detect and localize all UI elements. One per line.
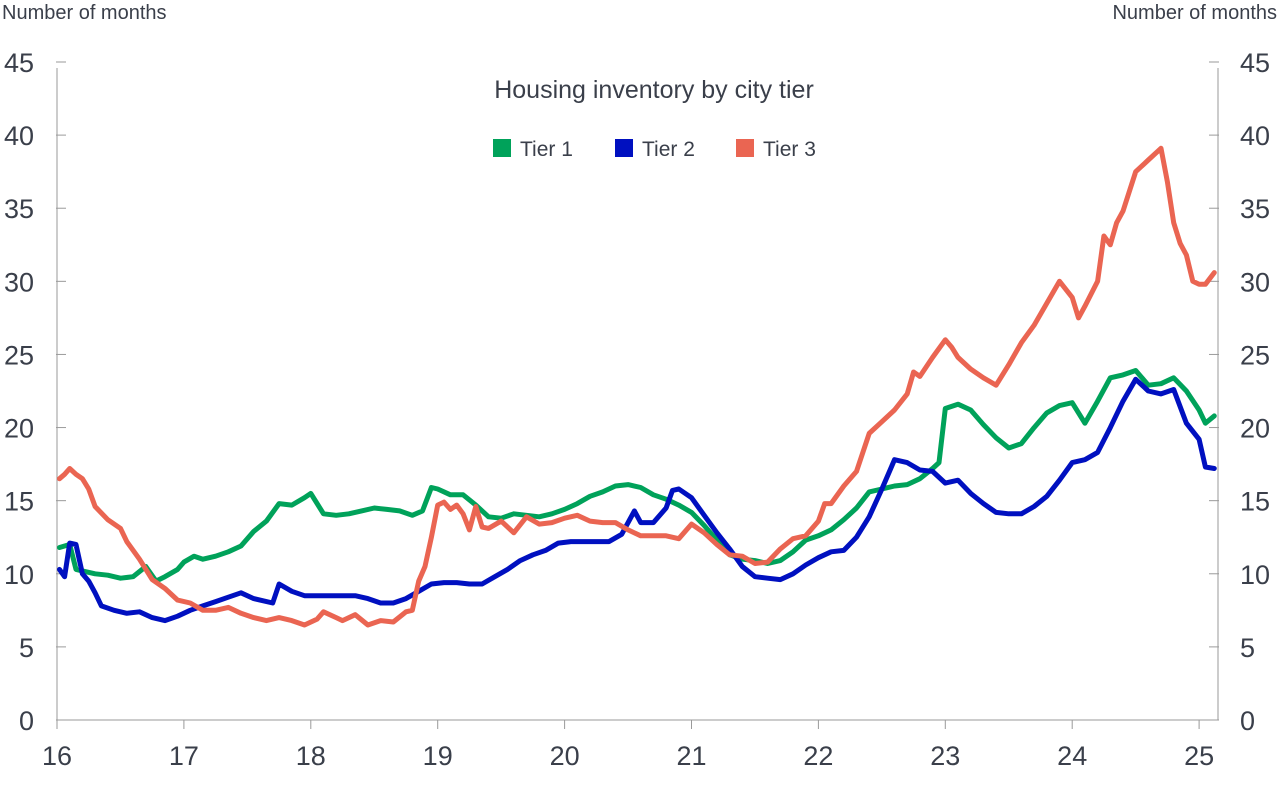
y-tick-label-left: 15 [4, 487, 34, 517]
y-tick-label-left: 40 [4, 121, 34, 151]
chart-title: Housing inventory by city tier [494, 76, 814, 104]
y-tick-label-left: 35 [4, 194, 34, 224]
x-tick-label: 21 [676, 741, 706, 771]
x-tick-label: 20 [550, 741, 580, 771]
y-tick-label-left: 30 [4, 267, 34, 297]
series-line-tier-1 [57, 368, 1217, 584]
x-tick-label: 19 [423, 741, 453, 771]
legend-label-tier-1: Tier 1 [520, 138, 573, 161]
x-tick-label: 25 [1184, 741, 1214, 771]
series-line-tier-2 [57, 376, 1217, 624]
y-tick-label-right: 5 [1240, 633, 1255, 663]
x-tick-label: 16 [42, 741, 72, 771]
right-axis-title: Number of months [1112, 2, 1277, 24]
legend-label-tier-2: Tier 2 [642, 138, 695, 161]
y-tick-label-right: 20 [1240, 414, 1270, 444]
x-tick-label: 17 [169, 741, 199, 771]
y-tick-label-left: 10 [4, 560, 34, 590]
y-tick-label-right: 40 [1240, 121, 1270, 151]
plot-area [57, 145, 1217, 628]
legend-swatch-tier-1 [493, 139, 511, 157]
y-tick-label-left: 25 [4, 340, 34, 370]
y-tick-label-right: 25 [1240, 340, 1270, 370]
series-line-tier-3 [57, 145, 1217, 628]
x-tick-label: 22 [803, 741, 833, 771]
y-tick-label-left: 0 [19, 706, 34, 736]
y-tick-label-left: 20 [4, 414, 34, 444]
left-axis-title: Number of months [2, 2, 167, 24]
y-tick-label-left: 5 [19, 633, 34, 663]
y-tick-label-right: 30 [1240, 267, 1270, 297]
axes: 0 0 5 5 10 10 15 15 20 20 25 25 30 30 35 35 40 40 45 45 16 17… [4, 48, 1270, 771]
y-tick-label-left: 45 [4, 48, 34, 78]
legend-label-tier-3: Tier 3 [763, 138, 816, 161]
legend-swatch-tier-3 [736, 139, 754, 157]
x-tick-label: 24 [1057, 741, 1087, 771]
y-tick-label-right: 45 [1240, 48, 1270, 78]
y-tick-label-right: 35 [1240, 194, 1270, 224]
y-tick-label-right: 0 [1240, 706, 1255, 736]
x-tick-label: 18 [296, 741, 326, 771]
y-tick-label-right: 15 [1240, 487, 1270, 517]
y-tick-label-right: 10 [1240, 560, 1270, 590]
x-tick-label: 23 [930, 741, 960, 771]
legend-swatch-tier-2 [615, 139, 633, 157]
legend: Tier 1 Tier 2 Tier 3 [493, 138, 816, 161]
